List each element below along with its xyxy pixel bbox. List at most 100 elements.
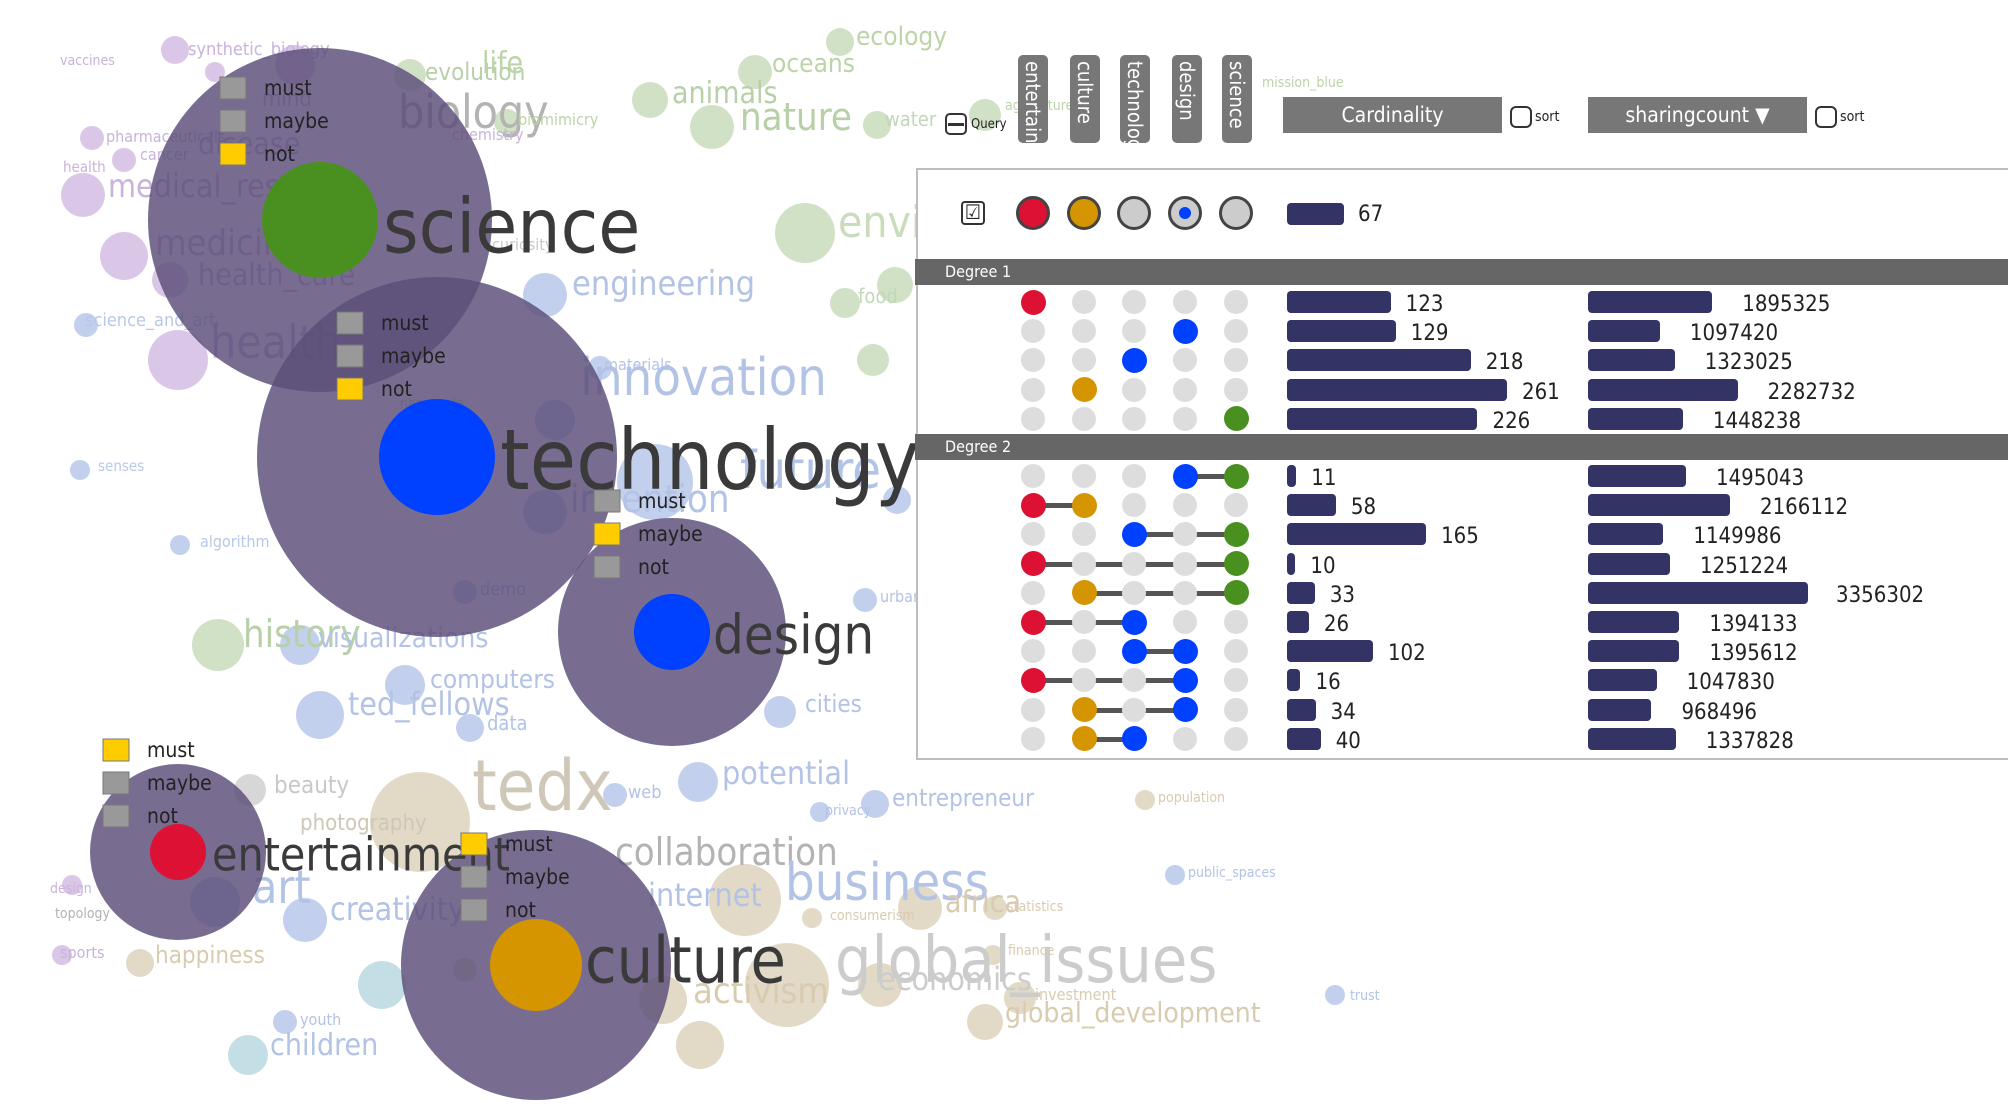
filter-not-entertainment[interactable] — [102, 804, 130, 828]
topic-label[interactable]: public_spaces — [1188, 865, 1276, 881]
topic-bubble[interactable] — [456, 714, 484, 742]
topic-bubble[interactable] — [61, 173, 105, 217]
topic-label[interactable]: collaboration — [615, 830, 838, 874]
topic-label[interactable]: photography — [300, 811, 427, 836]
topic-bubble[interactable] — [738, 55, 772, 89]
topic-bubble[interactable] — [100, 232, 148, 280]
topic-bubble[interactable] — [676, 1021, 724, 1069]
degree-header[interactable]: Degree 1 — [915, 259, 2008, 285]
topic-label[interactable]: consumerism — [830, 908, 915, 924]
cardinality-button[interactable]: Cardinality — [1283, 97, 1502, 133]
topic-bubble[interactable] — [857, 344, 889, 376]
set-core-design[interactable] — [634, 594, 710, 670]
topic-bubble[interactable] — [62, 875, 82, 895]
topic-bubble[interactable] — [283, 898, 327, 942]
topic-bubble[interactable] — [385, 665, 425, 705]
summary-dot-design[interactable] — [1168, 196, 1202, 230]
topic-label[interactable]: trust — [1350, 988, 1380, 1004]
select-all-checkbox[interactable]: ☑ — [961, 201, 985, 225]
topic-label[interactable]: future — [740, 441, 881, 501]
filter-maybe-technology[interactable] — [336, 344, 364, 368]
degree-header[interactable]: Degree 2 — [915, 434, 2008, 460]
topic-label[interactable]: internet — [648, 876, 762, 914]
topic-bubble[interactable] — [112, 148, 136, 172]
topic-bubble[interactable] — [228, 1035, 268, 1075]
topic-label[interactable]: economics — [878, 960, 1032, 998]
topic-label[interactable]: tedx — [472, 745, 613, 827]
topic-bubble[interactable] — [126, 949, 154, 977]
set-tab-science[interactable]: science — [1222, 55, 1252, 143]
topic-label[interactable]: life — [482, 46, 523, 81]
topic-label[interactable]: animals — [672, 76, 778, 111]
topic-label[interactable]: senses — [98, 457, 144, 475]
topic-label[interactable]: topology — [55, 906, 111, 922]
topic-label[interactable]: urban — [880, 587, 922, 606]
topic-label[interactable]: mission_blue — [1262, 75, 1344, 91]
topic-bubble[interactable] — [161, 36, 189, 64]
topic-label[interactable]: water — [885, 107, 937, 131]
topic-label[interactable]: ted_fellows — [348, 685, 510, 723]
filter-must-technology[interactable] — [336, 311, 364, 335]
filter-not-culture[interactable] — [460, 898, 488, 922]
topic-bubble[interactable] — [802, 908, 822, 928]
filter-not-technology[interactable] — [336, 377, 364, 401]
topic-bubble[interactable] — [678, 762, 718, 802]
summary-dot-culture[interactable] — [1067, 196, 1101, 230]
summary-dot-science[interactable] — [1219, 196, 1253, 230]
topic-bubble[interactable] — [745, 943, 829, 1027]
topic-bubble[interactable] — [70, 460, 90, 480]
topic-bubble[interactable] — [80, 126, 104, 150]
filter-maybe-design[interactable] — [593, 522, 621, 546]
topic-label[interactable]: finance — [1008, 943, 1055, 959]
filter-maybe-culture[interactable] — [460, 865, 488, 889]
topic-bubble[interactable] — [810, 802, 830, 822]
topic-bubble[interactable] — [861, 790, 889, 818]
set-tab-technology[interactable]: technology — [1120, 55, 1150, 143]
topic-bubble[interactable] — [273, 1010, 297, 1034]
topic-bubble[interactable] — [170, 535, 190, 555]
set-tab-design[interactable]: design — [1172, 55, 1202, 143]
topic-label[interactable]: beauty — [274, 771, 349, 799]
topic-label[interactable]: biomimicry — [518, 110, 599, 129]
topic-bubble[interactable] — [709, 864, 781, 936]
topic-bubble[interactable] — [830, 288, 860, 318]
topic-bubble[interactable] — [296, 691, 344, 739]
set-core-entertainment[interactable] — [150, 824, 206, 880]
topic-bubble[interactable] — [967, 1004, 1003, 1040]
topic-label[interactable]: happiness — [155, 941, 265, 969]
topic-bubble[interactable] — [1135, 790, 1155, 810]
topic-bubble[interactable] — [983, 896, 1007, 920]
topic-bubble[interactable] — [52, 945, 72, 965]
topic-bubble[interactable] — [192, 619, 244, 671]
topic-label[interactable]: potential — [722, 754, 850, 792]
topic-label[interactable]: nature — [740, 95, 852, 139]
topic-bubble[interactable] — [764, 696, 796, 728]
summary-dot-technology[interactable] — [1117, 196, 1151, 230]
topic-bubble[interactable] — [148, 330, 208, 390]
topic-bubble[interactable] — [775, 203, 835, 263]
topic-label[interactable]: ecology — [856, 22, 947, 52]
filter-maybe-entertainment[interactable] — [102, 771, 130, 795]
topic-label[interactable]: entrepreneur — [892, 784, 1034, 812]
topic-label[interactable]: global_issues — [835, 924, 1217, 998]
set-tab-entertainment[interactable]: entertainment — [1018, 55, 1048, 143]
topic-bubble[interactable] — [74, 313, 98, 337]
topic-bubble[interactable] — [358, 961, 406, 1009]
topic-bubble[interactable] — [877, 267, 913, 303]
topic-bubble[interactable] — [370, 772, 470, 872]
query-toggle[interactable]: Query — [945, 113, 1007, 135]
topic-label[interactable]: history — [243, 612, 361, 656]
topic-bubble[interactable] — [883, 486, 911, 514]
topic-label[interactable]: oceans — [772, 49, 855, 79]
topic-bubble[interactable] — [826, 28, 854, 56]
topic-label[interactable]: children — [270, 1028, 378, 1063]
topic-label[interactable]: vaccines — [60, 53, 115, 69]
topic-bubble[interactable] — [603, 783, 627, 807]
topic-label[interactable]: youth — [300, 1010, 341, 1029]
set-core-technology[interactable] — [379, 399, 495, 515]
topic-bubble[interactable] — [1165, 865, 1185, 885]
topic-bubble[interactable] — [1325, 985, 1345, 1005]
topic-label[interactable]: cities — [805, 690, 862, 718]
cardinality-sort[interactable]: sort — [1510, 106, 1559, 128]
